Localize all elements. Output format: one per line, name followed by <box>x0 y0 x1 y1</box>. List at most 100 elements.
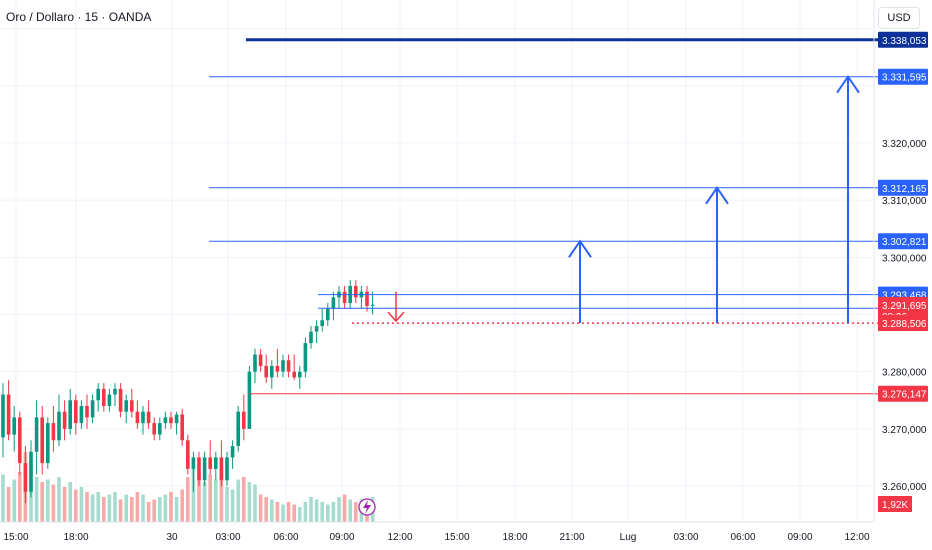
volume-bar <box>208 474 212 522</box>
volume-bar <box>275 502 280 522</box>
candle-body <box>180 414 184 441</box>
price-badge-label: 3.291,695 <box>882 301 927 312</box>
volume-bar <box>79 487 84 522</box>
volume-bar <box>242 477 246 522</box>
target-arrow-head <box>836 74 860 94</box>
time-tick-label: 03:00 <box>215 532 240 543</box>
volume-bar <box>292 504 296 522</box>
candle-body <box>208 457 212 469</box>
candle-body <box>23 463 28 492</box>
volume-badge <box>878 496 912 512</box>
volume-bar <box>230 489 235 522</box>
candle-body <box>197 457 201 481</box>
volume-bar <box>90 494 95 522</box>
price-level-badge <box>878 385 928 402</box>
price-level-badge <box>878 233 928 250</box>
volume-bar <box>34 477 39 522</box>
volume-bar <box>286 502 291 522</box>
time-tick-label: 15:00 <box>3 532 28 543</box>
candle-body <box>169 417 173 424</box>
time-tick-label: 09:00 <box>329 532 354 543</box>
candle-body <box>286 360 291 372</box>
volume-bar <box>298 507 302 522</box>
volume-bar <box>281 504 285 522</box>
target-arrows[interactable] <box>387 74 860 324</box>
volume-bar <box>236 479 240 522</box>
lightning-icon[interactable] <box>358 498 376 516</box>
candle-body <box>236 411 240 446</box>
candle-body <box>292 371 296 378</box>
volume-bar <box>169 492 173 522</box>
price-tick-label: 3.310,000 <box>882 196 927 207</box>
time-tick-label: 09:00 <box>787 532 812 543</box>
volume-bar <box>85 492 89 522</box>
price-tick-label: 3.270,000 <box>882 425 927 436</box>
candle-body <box>135 411 140 424</box>
time-tick-label: 06:00 <box>730 532 755 543</box>
price-tick-label: 3.320,000 <box>882 139 927 150</box>
price-level-badge <box>878 68 928 85</box>
candle-body <box>163 417 168 424</box>
candle-body <box>124 400 128 412</box>
candle-body <box>275 365 280 372</box>
volume-bar <box>253 484 257 522</box>
candle-body <box>270 365 274 378</box>
price-tick-label: 3.260,000 <box>882 482 927 493</box>
candle-body <box>85 405 89 418</box>
time-tick-label: 18:00 <box>63 532 88 543</box>
volume-bar <box>18 472 22 522</box>
volume-bar <box>102 497 106 522</box>
volume-bar <box>107 494 112 522</box>
time-tick-label: 18:00 <box>502 532 527 543</box>
candle-body <box>79 405 84 424</box>
candle-body <box>107 394 112 406</box>
horizontal-levels[interactable] <box>209 38 878 395</box>
candle-body <box>174 414 179 424</box>
candle-body <box>74 400 78 424</box>
volume-bar <box>214 479 218 522</box>
candle-body <box>18 417 22 464</box>
volume-bar <box>225 487 229 522</box>
candle-body <box>202 457 207 481</box>
candle-body <box>68 400 72 429</box>
time-tick-label: 03:00 <box>673 532 698 543</box>
candle-body <box>90 400 95 418</box>
volume-bar <box>264 497 268 522</box>
candle-body <box>57 411 61 441</box>
time-tick-label: 12:00 <box>387 532 412 543</box>
candle-body <box>113 388 117 395</box>
currency-button[interactable]: USD <box>878 7 920 29</box>
volume-badge-label: 1,92K <box>882 500 908 511</box>
candle-body <box>158 423 162 435</box>
volume-bars <box>1 452 375 522</box>
volume-bar <box>314 499 319 522</box>
time-tick-label: 30 <box>166 532 178 543</box>
volume-bar <box>180 489 184 522</box>
time-axis[interactable]: 15:00 18:00 30 03:00 06:00 09:00 12:00 15:00 18:… <box>0 521 874 543</box>
time-tick-label: Lug <box>620 532 637 543</box>
candle-body <box>365 291 369 306</box>
volume-bar <box>158 497 162 522</box>
volume-bar <box>163 494 168 522</box>
candle-body <box>219 457 224 481</box>
candle-body <box>96 388 100 401</box>
candle-body <box>6 394 11 435</box>
price-axis[interactable]: 3.260,000 3.270,000 3.280,000 3.300,000 3.31… <box>873 0 928 522</box>
candle-body <box>146 411 151 424</box>
time-tick-label: 15:00 <box>444 532 469 543</box>
volume-bar <box>51 484 56 522</box>
volume-bar <box>247 482 252 522</box>
candle-body <box>281 360 285 372</box>
price-level-badge <box>878 179 928 196</box>
down-arrow-head <box>387 311 405 323</box>
symbol-title: Oro / Dollaro · 15 · OANDA <box>6 10 152 24</box>
time-tick-label: 21:00 <box>559 532 584 543</box>
candle-body <box>12 417 16 435</box>
volume-bar <box>118 499 123 522</box>
volume-bar <box>96 492 100 522</box>
candle-body <box>326 308 330 321</box>
target-arrow-head <box>705 186 729 205</box>
candle-body <box>225 457 229 481</box>
volume-bar <box>197 472 201 522</box>
